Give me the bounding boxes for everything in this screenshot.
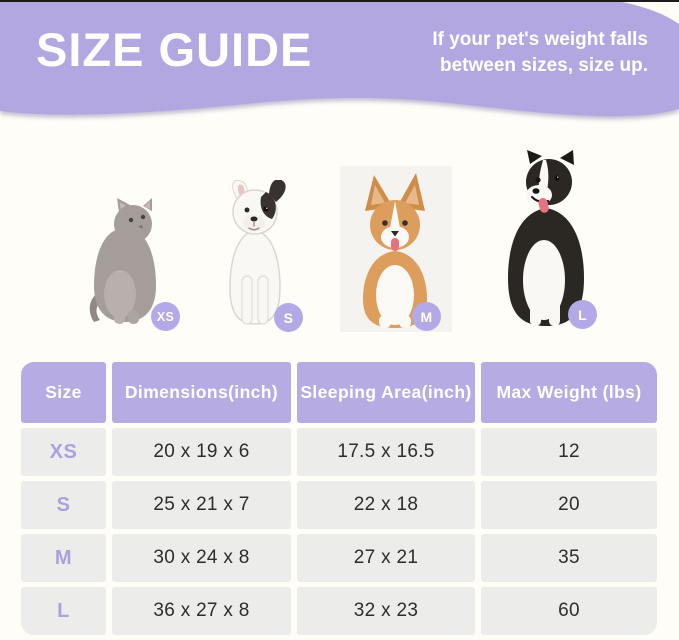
- size-table: Size Dimensions(inch) Sleeping Area(inch…: [21, 362, 657, 640]
- column-header-dimensions: Dimensions(inch): [112, 362, 291, 423]
- dimensions-cell: 20 x 19 x 6: [112, 428, 291, 476]
- french-bulldog-illustration: [229, 180, 286, 325]
- table-row-m: M 30 x 24 x 8 27 x 21 35: [21, 534, 657, 582]
- header-banner: SIZE GUIDE If your pet's weight falls be…: [0, 0, 679, 132]
- size-badge-xs: XS: [151, 302, 180, 331]
- dimensions-cell: 36 x 27 x 8: [112, 587, 291, 635]
- sleeping-area-cell: 27 x 21: [297, 534, 475, 582]
- max-weight-cell: 35: [481, 534, 657, 582]
- page-title: SIZE GUIDE: [36, 23, 313, 76]
- table-row-s: S 25 x 21 x 7 22 x 18 20: [21, 481, 657, 529]
- size-cell: M: [21, 534, 106, 582]
- size-cell: L: [21, 587, 106, 635]
- table-header-row: Size Dimensions(inch) Sleeping Area(inch…: [21, 362, 657, 423]
- banner-wave-shape: [0, 0, 679, 117]
- header-note-line1: If your pet's weight falls: [432, 29, 648, 50]
- max-weight-cell: 20: [481, 481, 657, 529]
- size-cell: S: [21, 481, 106, 529]
- top-border-line: [0, 0, 679, 2]
- header-note-line2: between sizes, size up.: [439, 55, 648, 76]
- max-weight-cell: 12: [481, 428, 657, 476]
- table-row-l: L 36 x 27 x 8 32 x 23 60: [21, 587, 657, 635]
- column-header-sleeping-area: Sleeping Area(inch): [297, 362, 475, 423]
- dimensions-cell: 30 x 24 x 8: [112, 534, 291, 582]
- pet-photo-french-bulldog: [214, 180, 296, 328]
- column-header-max-weight: Max Weight (lbs): [481, 362, 657, 423]
- size-badge-m: M: [412, 302, 441, 331]
- size-badge-s: S: [274, 303, 303, 332]
- size-cell: XS: [21, 428, 106, 476]
- dimensions-cell: 25 x 21 x 7: [112, 481, 291, 529]
- pet-photo-corgi: [347, 171, 443, 331]
- corgi-illustration: [363, 173, 427, 328]
- column-header-size: Size: [21, 362, 106, 423]
- sleeping-area-cell: 32 x 23: [297, 587, 475, 635]
- max-weight-cell: 60: [481, 587, 657, 635]
- header-note: If your pet's weight falls between sizes…: [432, 27, 648, 79]
- border-collie-illustration: [508, 150, 584, 326]
- table-row-xs: XS 20 x 19 x 6 17.5 x 16.5 12: [21, 428, 657, 476]
- sleeping-area-cell: 17.5 x 16.5: [297, 428, 475, 476]
- sleeping-area-cell: 22 x 18: [297, 481, 475, 529]
- pet-photo-cat: [86, 198, 164, 326]
- size-badge-l: L: [568, 300, 597, 329]
- pet-photo-border-collie: [494, 150, 598, 332]
- cat-illustration: [89, 198, 156, 324]
